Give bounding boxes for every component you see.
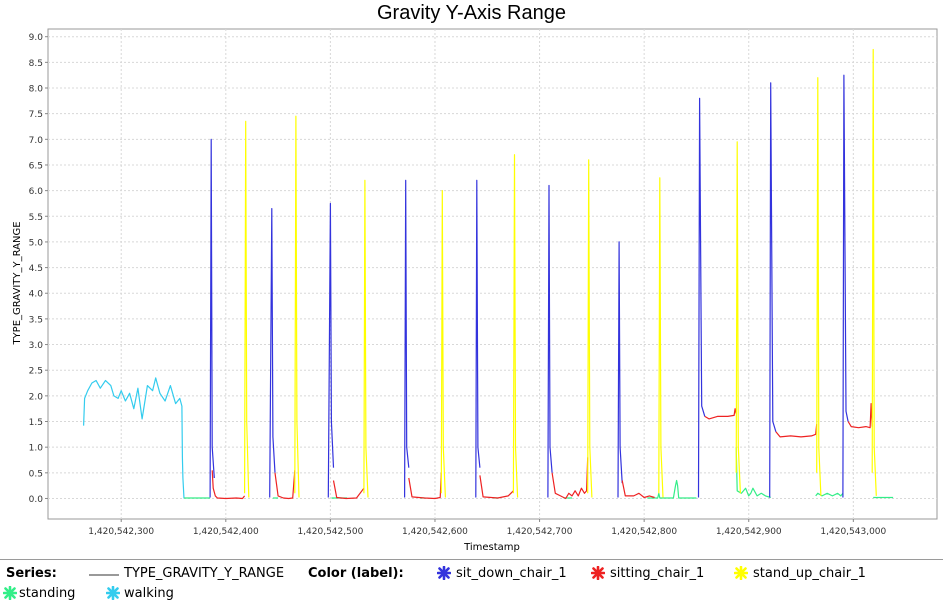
series-line-sitting-chair-1 bbox=[551, 457, 589, 500]
series-line-sitting-chair-1 bbox=[704, 408, 737, 420]
grid-lines bbox=[48, 29, 937, 519]
legend-item-walking: walking bbox=[124, 586, 174, 601]
legend-item-standing: standing bbox=[19, 586, 76, 601]
y-tick-label: 5.5 bbox=[29, 213, 43, 223]
series-line-stand-up-chair-1 bbox=[871, 48, 877, 496]
series-line-stand-up-chair-1 bbox=[587, 159, 593, 498]
series-line-sit-down-chair-1 bbox=[269, 208, 276, 498]
series-line-sitting-chair-1 bbox=[847, 403, 873, 429]
y-tick-label: 0.0 bbox=[29, 495, 44, 505]
legend-series-line bbox=[89, 574, 119, 576]
series-line-sit-down-chair-1 bbox=[327, 202, 335, 498]
series-line-sitting-chair-1 bbox=[408, 472, 442, 500]
series-line-stand-up-chair-1 bbox=[294, 115, 300, 498]
series-line-sit-down-chair-1 bbox=[769, 82, 777, 498]
series-line-stand-up-chair-1 bbox=[440, 190, 446, 498]
y-tick-label: 0.5 bbox=[29, 469, 43, 479]
x-tick-label: 1,420,542,500 bbox=[297, 527, 363, 537]
series-line-sitting-chair-1 bbox=[211, 470, 246, 500]
legend-marker-sit-down-chair-icon bbox=[437, 566, 451, 580]
series-line-sit-down-chair-1 bbox=[404, 179, 410, 498]
y-tick-label: 2.5 bbox=[29, 367, 43, 377]
y-tick-label: 3.0 bbox=[29, 341, 44, 351]
y-tick-label: 5.0 bbox=[29, 238, 44, 248]
series-line-sit-down-chair-1 bbox=[697, 97, 706, 498]
x-tick-label: 1,420,542,600 bbox=[402, 527, 468, 537]
series-line-stand-up-chair-1 bbox=[244, 120, 250, 498]
y-tick-label: 4.0 bbox=[29, 290, 44, 300]
legend-item-sitting-chair: sitting_chair_1 bbox=[610, 566, 705, 581]
x-axis-label: Timestamp bbox=[463, 542, 520, 553]
legend-series-label: Series: bbox=[6, 566, 57, 581]
y-tick-label: 1.5 bbox=[29, 418, 43, 428]
series-line-sitting-chair-1 bbox=[621, 480, 655, 499]
series-layer bbox=[83, 48, 894, 500]
x-tick-label: 1,420,542,800 bbox=[611, 527, 677, 537]
y-tick-label: 6.0 bbox=[29, 187, 44, 197]
y-tick-label: 9.0 bbox=[29, 33, 44, 43]
y-tick-label: 7.0 bbox=[29, 136, 44, 146]
series-line-sit-down-chair-1 bbox=[209, 138, 215, 498]
x-tick-label: 1,420,542,700 bbox=[507, 527, 573, 537]
series-line-walking bbox=[83, 377, 185, 499]
series-line-stand-up-chair-1 bbox=[735, 141, 741, 494]
plot-background bbox=[47, 28, 938, 520]
chart-area: 0.0 0.5 1.0 1.5 2.0 2.5 3.0 3.5 4.0 4.5 5.0 5.5 6.0 6… bbox=[12, 28, 938, 553]
series-line-sit-down-chair-1 bbox=[547, 184, 553, 498]
legend-color-label: Color (label): bbox=[308, 566, 404, 581]
legend: Series: TYPE_GRAVITY_Y_RANGE Color (labe… bbox=[0, 559, 943, 608]
legend-marker-walking-icon bbox=[106, 586, 120, 600]
series-line-sit-down-chair-1 bbox=[475, 179, 481, 498]
series-line-standing bbox=[815, 492, 844, 497]
y-tick-label: 7.5 bbox=[29, 110, 43, 120]
legend-marker-stand-up-chair-icon bbox=[734, 566, 748, 580]
x-tick-label: 1,420,543,000 bbox=[820, 527, 886, 537]
x-tick-label: 1,420,542,900 bbox=[716, 527, 782, 537]
series-line-sitting-chair-1 bbox=[775, 424, 818, 438]
x-tick-label: 1,420,542,300 bbox=[88, 527, 154, 537]
series-line-stand-up-chair-1 bbox=[512, 154, 519, 498]
series-line-sit-down-chair-1 bbox=[617, 241, 623, 498]
x-tick-label: 1,420,542,400 bbox=[193, 527, 259, 537]
y-tick-label: 2.0 bbox=[29, 392, 44, 402]
legend-item-stand-up-chair: stand_up_chair_1 bbox=[753, 566, 866, 581]
series-line-sitting-chair-1 bbox=[274, 470, 296, 500]
y-tick-label: 6.5 bbox=[29, 161, 43, 171]
y-tick-label: 8.5 bbox=[29, 59, 43, 69]
series-line-sitting-chair-1 bbox=[332, 480, 365, 500]
series-line-standing bbox=[647, 479, 697, 499]
axes: 0.0 0.5 1.0 1.5 2.0 2.5 3.0 3.5 4.0 4.5 5.0 5.5 6.0 6… bbox=[29, 33, 887, 537]
y-tick-label: 4.5 bbox=[29, 264, 43, 274]
y-tick-label: 1.0 bbox=[29, 444, 44, 454]
y-tick-label: 3.5 bbox=[29, 315, 43, 325]
series-line-stand-up-chair-1 bbox=[363, 179, 369, 498]
series-line-sit-down-chair-1 bbox=[842, 74, 849, 498]
legend-marker-sitting-chair-icon bbox=[591, 566, 605, 580]
legend-marker-standing-icon bbox=[3, 586, 17, 600]
series-line-stand-up-chair-1 bbox=[816, 77, 822, 496]
chart-title: Gravity Y-Axis Range bbox=[377, 2, 566, 24]
y-tick-label: 8.0 bbox=[29, 85, 44, 95]
series-line-stand-up-chair-1 bbox=[658, 177, 664, 498]
legend-series-name: TYPE_GRAVITY_Y_RANGE bbox=[124, 566, 285, 581]
series-line-sitting-chair-1 bbox=[479, 475, 514, 499]
legend-item-sit-down-chair: sit_down_chair_1 bbox=[456, 566, 567, 581]
y-axis-label: TYPE_GRAVITY_Y_RANGE bbox=[12, 221, 23, 345]
